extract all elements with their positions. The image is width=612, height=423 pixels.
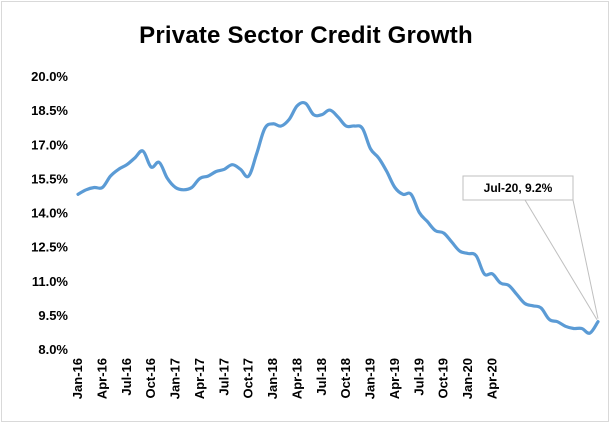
callout-leader — [524, 199, 598, 320]
x-tick-label: Oct-19 — [436, 358, 451, 398]
y-axis: 8.0% 9.5% 11.0% 12.5% 14.0% 15.5% 17.0% 18.5% 20… — [31, 69, 68, 357]
callout-box — [462, 175, 574, 201]
y-tick-label: 8.0% — [38, 342, 68, 357]
x-tick-label: Jan-19 — [363, 358, 378, 399]
y-tick-label: 18.5% — [31, 103, 68, 118]
y-tick-label: 14.0% — [31, 206, 68, 221]
x-tick-label: Jul-19 — [411, 358, 426, 396]
callout-leader — [572, 199, 599, 319]
x-tick-label: Apr-18 — [289, 358, 304, 399]
x-tick-label: Jul-17 — [216, 358, 231, 396]
x-tick-label: Oct-17 — [241, 358, 256, 398]
x-tick-label: Jan-16 — [70, 358, 85, 399]
x-tick-label: Apr-19 — [387, 358, 402, 399]
callout-label: Jul-20, 9.2% — [484, 181, 553, 195]
x-tick-label: Oct-18 — [338, 358, 353, 398]
x-tick-label: Oct-16 — [143, 358, 158, 398]
series-group — [76, 100, 600, 335]
x-tick-label: Jan-20 — [460, 358, 475, 399]
x-tick-label: Jan-18 — [265, 358, 280, 399]
y-tick-label: 11.0% — [32, 274, 69, 289]
x-tick-label: Jul-16 — [119, 358, 134, 396]
data-callout: Jul-20, 9.2% — [462, 175, 599, 320]
series-line — [76, 100, 600, 335]
y-tick-label: 20.0% — [31, 69, 68, 84]
y-tick-label: 15.5% — [31, 171, 68, 186]
y-tick-label: 17.0% — [31, 137, 68, 152]
x-tick-label: Apr-16 — [94, 358, 109, 399]
x-tick-label: Jan-17 — [168, 358, 183, 399]
x-axis: Jan-16 Apr-16 Jul-16 Oct-16 Jan-17 Apr-17 Jul-… — [70, 358, 499, 399]
x-tick-label: Jul-18 — [314, 358, 329, 396]
chart-title: Private Sector Credit Growth — [139, 22, 473, 49]
x-tick-label: Apr-17 — [192, 358, 207, 399]
x-tick-label: Apr-20 — [484, 358, 499, 399]
y-tick-label: 9.5% — [38, 308, 68, 323]
y-tick-label: 12.5% — [31, 240, 68, 255]
